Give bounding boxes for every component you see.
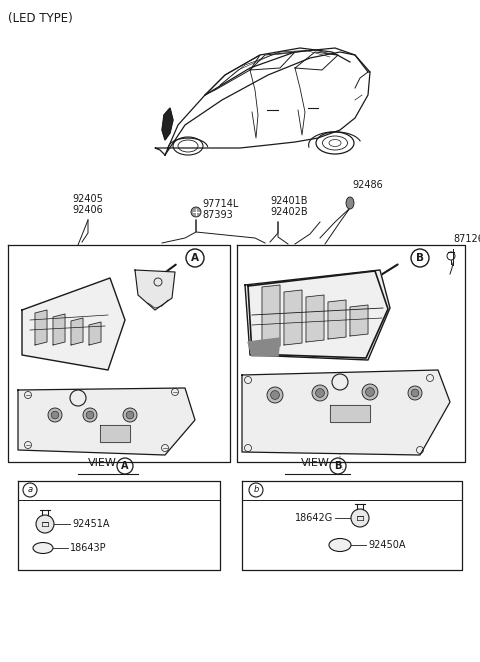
Circle shape xyxy=(191,207,201,217)
Circle shape xyxy=(271,391,279,399)
Text: A: A xyxy=(191,253,199,263)
Polygon shape xyxy=(89,322,101,345)
Polygon shape xyxy=(53,314,65,345)
Polygon shape xyxy=(135,270,175,310)
Text: a: a xyxy=(27,485,33,495)
Polygon shape xyxy=(330,405,370,422)
Polygon shape xyxy=(284,290,302,345)
Text: a: a xyxy=(75,393,81,402)
Text: A: A xyxy=(121,461,129,471)
Text: B: B xyxy=(334,461,342,471)
Text: 18643P: 18643P xyxy=(70,543,107,553)
Text: b: b xyxy=(253,485,259,495)
Polygon shape xyxy=(245,270,390,360)
Text: 92450A: 92450A xyxy=(368,540,406,550)
Polygon shape xyxy=(18,388,195,455)
Polygon shape xyxy=(248,338,280,356)
Circle shape xyxy=(408,386,422,400)
Circle shape xyxy=(123,408,137,422)
Circle shape xyxy=(362,384,378,400)
Polygon shape xyxy=(262,285,280,348)
Text: 87393: 87393 xyxy=(202,210,233,220)
Text: B: B xyxy=(416,253,424,263)
Circle shape xyxy=(316,389,324,397)
Polygon shape xyxy=(100,425,130,442)
Polygon shape xyxy=(242,370,450,455)
Text: VIEW: VIEW xyxy=(87,458,117,468)
Text: 92406: 92406 xyxy=(72,205,103,215)
Text: 18642G: 18642G xyxy=(295,513,333,523)
Polygon shape xyxy=(350,305,368,336)
Circle shape xyxy=(126,411,134,419)
Text: 92402B: 92402B xyxy=(270,207,308,217)
Ellipse shape xyxy=(329,538,351,551)
Ellipse shape xyxy=(346,197,354,209)
Text: 97714L: 97714L xyxy=(202,199,239,209)
Circle shape xyxy=(267,387,283,403)
Text: 87126: 87126 xyxy=(453,234,480,244)
Text: 92405: 92405 xyxy=(72,194,103,204)
Text: b: b xyxy=(337,377,343,387)
Text: 92451A: 92451A xyxy=(72,519,109,529)
Text: 92401B: 92401B xyxy=(270,196,308,206)
Text: VIEW: VIEW xyxy=(300,458,329,468)
Circle shape xyxy=(366,387,374,397)
Circle shape xyxy=(351,509,369,527)
Circle shape xyxy=(86,411,94,419)
Circle shape xyxy=(411,389,419,397)
Polygon shape xyxy=(71,318,83,345)
Circle shape xyxy=(83,408,97,422)
Polygon shape xyxy=(306,295,324,342)
Text: 92486: 92486 xyxy=(352,180,383,190)
Polygon shape xyxy=(328,300,346,339)
Circle shape xyxy=(48,408,62,422)
Circle shape xyxy=(51,411,59,419)
Polygon shape xyxy=(162,108,173,140)
Text: (LED TYPE): (LED TYPE) xyxy=(8,12,73,25)
Polygon shape xyxy=(22,278,125,370)
Ellipse shape xyxy=(33,542,53,553)
Circle shape xyxy=(36,515,54,533)
Polygon shape xyxy=(35,310,47,345)
Circle shape xyxy=(312,385,328,401)
